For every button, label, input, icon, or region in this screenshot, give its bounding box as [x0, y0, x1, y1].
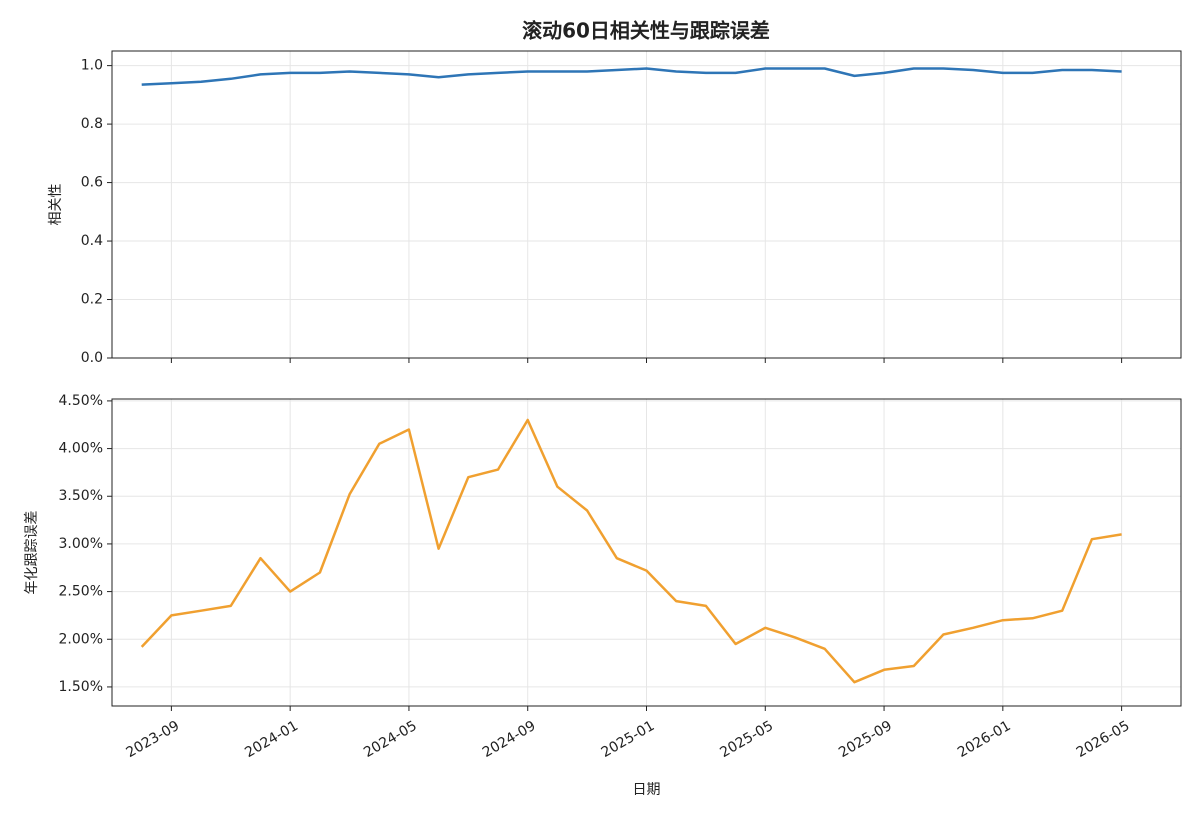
x-tick-label: 2024-05	[361, 718, 420, 761]
y-tick-label: 0.2	[81, 292, 103, 308]
y-tick-label: 3.00%	[59, 536, 103, 552]
y-axis-label: 相关性	[48, 184, 64, 226]
plot-frame	[111, 50, 1182, 359]
y-tick-label: 0.0	[81, 350, 103, 366]
x-axis-label: 日期	[633, 782, 661, 798]
x-tick-label: 2025-05	[717, 718, 776, 761]
y-tick-label: 0.4	[81, 233, 103, 249]
y-tick-label: 0.8	[81, 116, 103, 132]
y-tick-label: 0.6	[81, 175, 103, 191]
x-tick-label: 2024-09	[480, 718, 539, 761]
y-tick-label: 2.50%	[59, 584, 103, 600]
x-tick-label: 2025-01	[599, 718, 658, 761]
y-tick-label: 1.0	[81, 58, 103, 74]
y-tick-label: 4.50%	[59, 393, 103, 409]
y-tick-label: 1.50%	[59, 679, 103, 695]
y-tick-label: 4.00%	[59, 441, 103, 457]
chart-title: 滚动60日相关性与跟踪误差	[522, 19, 770, 43]
x-tick-label: 2025-09	[836, 718, 895, 761]
x-tick-label: 2024-01	[242, 718, 301, 761]
series-line	[140, 418, 1122, 684]
y-tick-label: 2.00%	[59, 631, 103, 647]
plot-frame	[111, 398, 1182, 707]
series-line	[141, 67, 1122, 86]
x-tick-label: 2023-09	[124, 718, 183, 761]
y-axis-label: 年化跟踪误差	[24, 511, 40, 595]
x-tick-label: 2026-05	[1074, 718, 1133, 761]
y-tick-label: 3.50%	[59, 488, 103, 504]
x-tick-label: 2026-01	[955, 718, 1014, 761]
